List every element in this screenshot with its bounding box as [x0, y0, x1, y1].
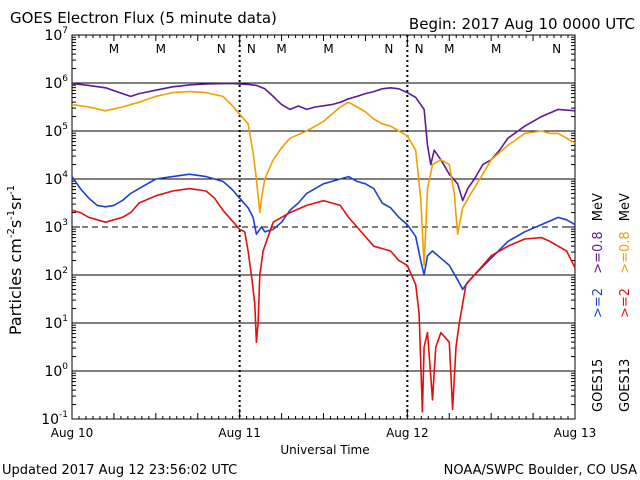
y-tick-label-base: 10	[44, 364, 62, 380]
updated-timestamp: Updated 2017 Aug 12 23:56:02 UTC	[2, 463, 237, 478]
legend-goes15-group: >=2 >=0.8 MeV	[591, 193, 606, 318]
legend-goes13-group: >=2 >=0.8 MeV	[618, 193, 633, 318]
y-axis-title: Particles cm-2s-1sr-1	[6, 185, 25, 335]
series-line-g15-2	[71, 173, 576, 291]
noon-marker-m: M	[156, 42, 166, 56]
y-tick-label-exp: 2	[62, 266, 68, 276]
y-tick-label-base: 10	[44, 124, 62, 140]
y-tick-label-exp: 7	[62, 26, 68, 36]
legend-goes15-08mev: >=0.8	[591, 231, 606, 273]
legend-goes15-2mev: >=2	[591, 288, 606, 318]
noon-marker-m: M	[276, 42, 286, 56]
y-axis-title-mid2: sr	[6, 195, 25, 210]
y-tick-label-exp: -1	[59, 410, 68, 420]
y-axis-title-mid1: s	[6, 220, 25, 228]
x-tick-label: Aug 12	[386, 426, 429, 440]
series-line-g13-08	[71, 90, 576, 267]
noon-marker-m: M	[491, 42, 501, 56]
y-tick-label-exp: 0	[62, 362, 68, 372]
chart-title: GOES Electron Flux (5 minute data)	[10, 9, 277, 27]
y-tick-label-exp: 6	[62, 74, 68, 84]
series-line-g13-2	[71, 187, 576, 413]
y-axis-title-exp3: -1	[6, 185, 17, 195]
y-tick-label-base: 10	[44, 316, 62, 332]
legend-goes15: GOES15	[591, 359, 606, 412]
legend-goes13-08mev: >=0.8	[618, 231, 633, 273]
x-axis-title: Universal Time	[280, 443, 369, 457]
x-tick-label: Aug 10	[51, 426, 94, 440]
y-tick-label: 102	[44, 266, 68, 284]
noon-marker-n: N	[247, 42, 256, 56]
x-tick-label: Aug 13	[554, 426, 597, 440]
legend-mev-label-1: MeV	[591, 193, 606, 221]
y-axis-title-exp1: -2	[6, 228, 17, 238]
y-tick-label: 10-1	[41, 410, 68, 428]
y-tick-label-base: 10	[44, 28, 62, 44]
credit-label: NOAA/SWPC Boulder, CO USA	[444, 463, 637, 478]
y-tick-label-base: 10	[44, 76, 62, 92]
noon-marker-n: N	[415, 42, 424, 56]
y-tick-label-exp: 5	[62, 122, 68, 132]
y-axis-title-exp2: -1	[6, 210, 17, 220]
x-tick-label: Aug 11	[218, 426, 261, 440]
y-tick-label: 106	[44, 74, 68, 92]
y-tick-label-base: 10	[44, 268, 62, 284]
y-tick-label-exp: 4	[62, 170, 68, 180]
y-tick-label: 107	[44, 26, 68, 44]
y-tick-label-base: 10	[44, 220, 62, 236]
series-line-g15-08	[71, 82, 576, 202]
noon-marker-n: N	[552, 42, 561, 56]
legend-mev-label-2: MeV	[618, 193, 633, 221]
y-tick-label: 101	[44, 314, 68, 332]
noon-marker-m: M	[323, 42, 333, 56]
y-tick-label-exp: 1	[62, 314, 68, 324]
y-tick-label: 103	[44, 218, 68, 236]
begin-date-label: Begin: 2017 Aug 10 0000 UTC	[409, 15, 635, 33]
y-axis-title-base: Particles cm	[6, 238, 25, 335]
noon-marker-m: M	[109, 42, 119, 56]
y-tick-label-base: 10	[44, 172, 62, 188]
legend-goes13-2mev: >=2	[618, 288, 633, 318]
y-tick-label-base: 10	[41, 412, 59, 428]
y-tick-label: 104	[44, 170, 68, 188]
noon-marker-n: N	[217, 42, 226, 56]
y-tick-label-exp: 3	[62, 218, 68, 228]
y-tick-label: 105	[44, 122, 68, 140]
y-tick-label: 100	[44, 362, 68, 380]
noon-marker-n: N	[384, 42, 393, 56]
noon-marker-m: M	[444, 42, 454, 56]
legend-goes13: GOES13	[618, 359, 633, 412]
